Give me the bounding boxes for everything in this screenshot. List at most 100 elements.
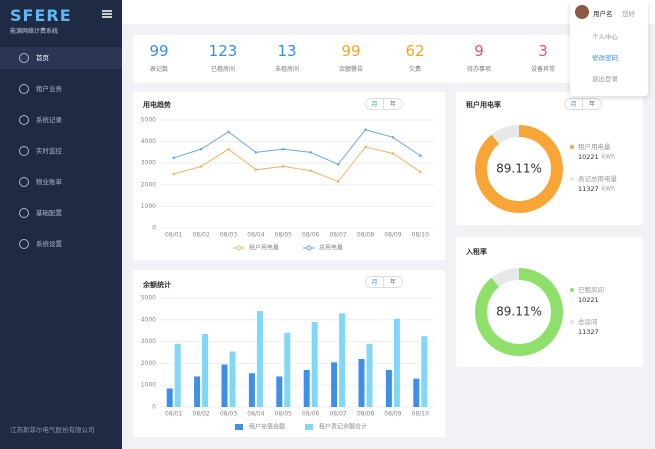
- legend-name: 已租房间: [578, 285, 604, 294]
- x-tick-label: 08/04: [247, 411, 264, 418]
- legend-label: 租户用电量: [249, 244, 279, 252]
- menu-icon: [19, 177, 29, 187]
- x-tick-label: 08/08: [357, 411, 374, 418]
- stat-label: 欠费: [408, 66, 421, 73]
- stat: 13 未租房间: [256, 42, 318, 73]
- toggle[interactable]: 月年: [365, 98, 403, 110]
- toggle-month[interactable]: 月: [366, 277, 384, 287]
- donut-arc: [475, 268, 563, 356]
- point: [364, 145, 367, 149]
- menu-item[interactable]: 租户业务: [0, 78, 122, 100]
- dropdown-item[interactable]: 退出登录: [592, 75, 618, 83]
- legend-swatch: [235, 424, 243, 430]
- x-tick-label: 08/07: [329, 411, 346, 418]
- toggle[interactable]: 月年: [564, 98, 602, 110]
- toggle-year[interactable]: 年: [588, 101, 595, 108]
- bar-chart: 0 1000 2000 3000 4000 5000 08/01 08/02 08/03 08/0…: [141, 295, 434, 431]
- bar: [413, 378, 420, 407]
- dropdown-item[interactable]: 修改密码: [592, 54, 618, 62]
- user-name[interactable]: 用户名: [593, 10, 613, 18]
- legend-dot: [570, 288, 574, 292]
- x-tick-label: 08/02: [192, 411, 209, 418]
- point: [172, 156, 175, 160]
- y-tick-label: 2000: [141, 360, 156, 367]
- y-tick-label: 4000: [141, 316, 156, 323]
- bar: [331, 362, 338, 407]
- menu-item[interactable]: 实时监控: [0, 140, 122, 162]
- stat-label: 待办事项: [466, 66, 491, 73]
- bar: [284, 332, 291, 407]
- menu-icon: [19, 84, 29, 94]
- point: [336, 180, 340, 183]
- stat: 9 待办事项: [448, 42, 510, 73]
- x-tick-label: 08/06: [302, 232, 319, 239]
- x-tick-label: 08/10: [412, 411, 429, 418]
- toggle-year[interactable]: 年: [389, 279, 396, 286]
- y-tick-label: 5000: [141, 117, 156, 124]
- x-tick-label: 08/10: [412, 232, 429, 239]
- y-tick-label: 2000: [141, 181, 156, 188]
- legend-value: 10221: [578, 153, 599, 161]
- footer: 江苏斯菲尔电气股份有限公司: [10, 426, 95, 434]
- line: [173, 129, 421, 165]
- menu-item[interactable]: 系统设置: [0, 233, 122, 255]
- stat-value: 13: [277, 42, 297, 60]
- point: [199, 165, 203, 168]
- dropdown-item[interactable]: 个人中心: [592, 33, 618, 41]
- legend-swatch: [305, 424, 313, 430]
- stat-value: 99: [149, 42, 169, 60]
- panel-title: 入租率: [466, 248, 487, 256]
- menu-item[interactable]: 基础配置: [0, 202, 122, 224]
- bar-panel: 余额统计 月年 0 1000 2000 3000 4000 5000 08/01 08/02 0…: [133, 270, 445, 437]
- menu-toggle[interactable]: [102, 10, 112, 18]
- legend-name: 租户用电量: [578, 142, 611, 151]
- menu-item[interactable]: 系统记录: [0, 109, 122, 131]
- point: [282, 165, 285, 168]
- point: [199, 147, 203, 151]
- menu-icon: [19, 239, 29, 249]
- bar: [276, 376, 283, 407]
- bar: [339, 313, 346, 407]
- point: [336, 162, 340, 166]
- toggle[interactable]: 月年: [365, 276, 403, 288]
- bar: [229, 351, 236, 407]
- bar: [256, 311, 263, 407]
- x-tick-label: 08/05: [275, 232, 292, 239]
- y-tick-label: 1000: [141, 203, 156, 210]
- donut-arc: [475, 125, 563, 213]
- point: [391, 152, 395, 155]
- stat: 62 欠费: [384, 42, 446, 73]
- x-tick-label: 08/03: [220, 411, 237, 418]
- point: [419, 154, 422, 157]
- bar: [421, 336, 428, 407]
- point: [309, 151, 312, 154]
- point: [309, 169, 312, 173]
- sidebar: SFERE 能源网络计费系统 江苏斯菲尔电气股份有限公司 首页 租户业务 系统记录实…: [0, 0, 122, 449]
- y-tick-label: 5000: [141, 295, 156, 302]
- bar: [366, 343, 373, 407]
- menu-item[interactable]: 首页: [0, 47, 122, 69]
- legend-value: 11327: [578, 185, 599, 193]
- x-tick-label: 08/03: [220, 232, 237, 239]
- point: [227, 130, 230, 134]
- y-tick-label: 3000: [141, 160, 156, 167]
- bar: [303, 369, 310, 407]
- point: [254, 168, 258, 171]
- toggle-year[interactable]: 年: [389, 101, 396, 108]
- bar: [311, 321, 318, 407]
- toggle-month[interactable]: 月: [366, 99, 384, 109]
- stats-panel: [133, 35, 643, 83]
- top-bar: [122, 0, 655, 24]
- menu-icon: [19, 208, 29, 218]
- toggle-month[interactable]: 月: [565, 99, 583, 109]
- panel-title: 余额统计: [143, 281, 171, 289]
- stat-label: 表记数: [149, 66, 168, 73]
- stat: 99 余额警告: [320, 42, 382, 73]
- x-tick-label: 08/06: [302, 411, 319, 418]
- avatar: [575, 5, 589, 19]
- user-dropdown: 用户名 您好 个人中心 修改密码 退出登录: [570, 0, 648, 96]
- stat: 3 设备异常: [512, 42, 574, 73]
- menu-item[interactable]: 物业账单: [0, 171, 122, 193]
- x-tick-label: 08/09: [384, 411, 401, 418]
